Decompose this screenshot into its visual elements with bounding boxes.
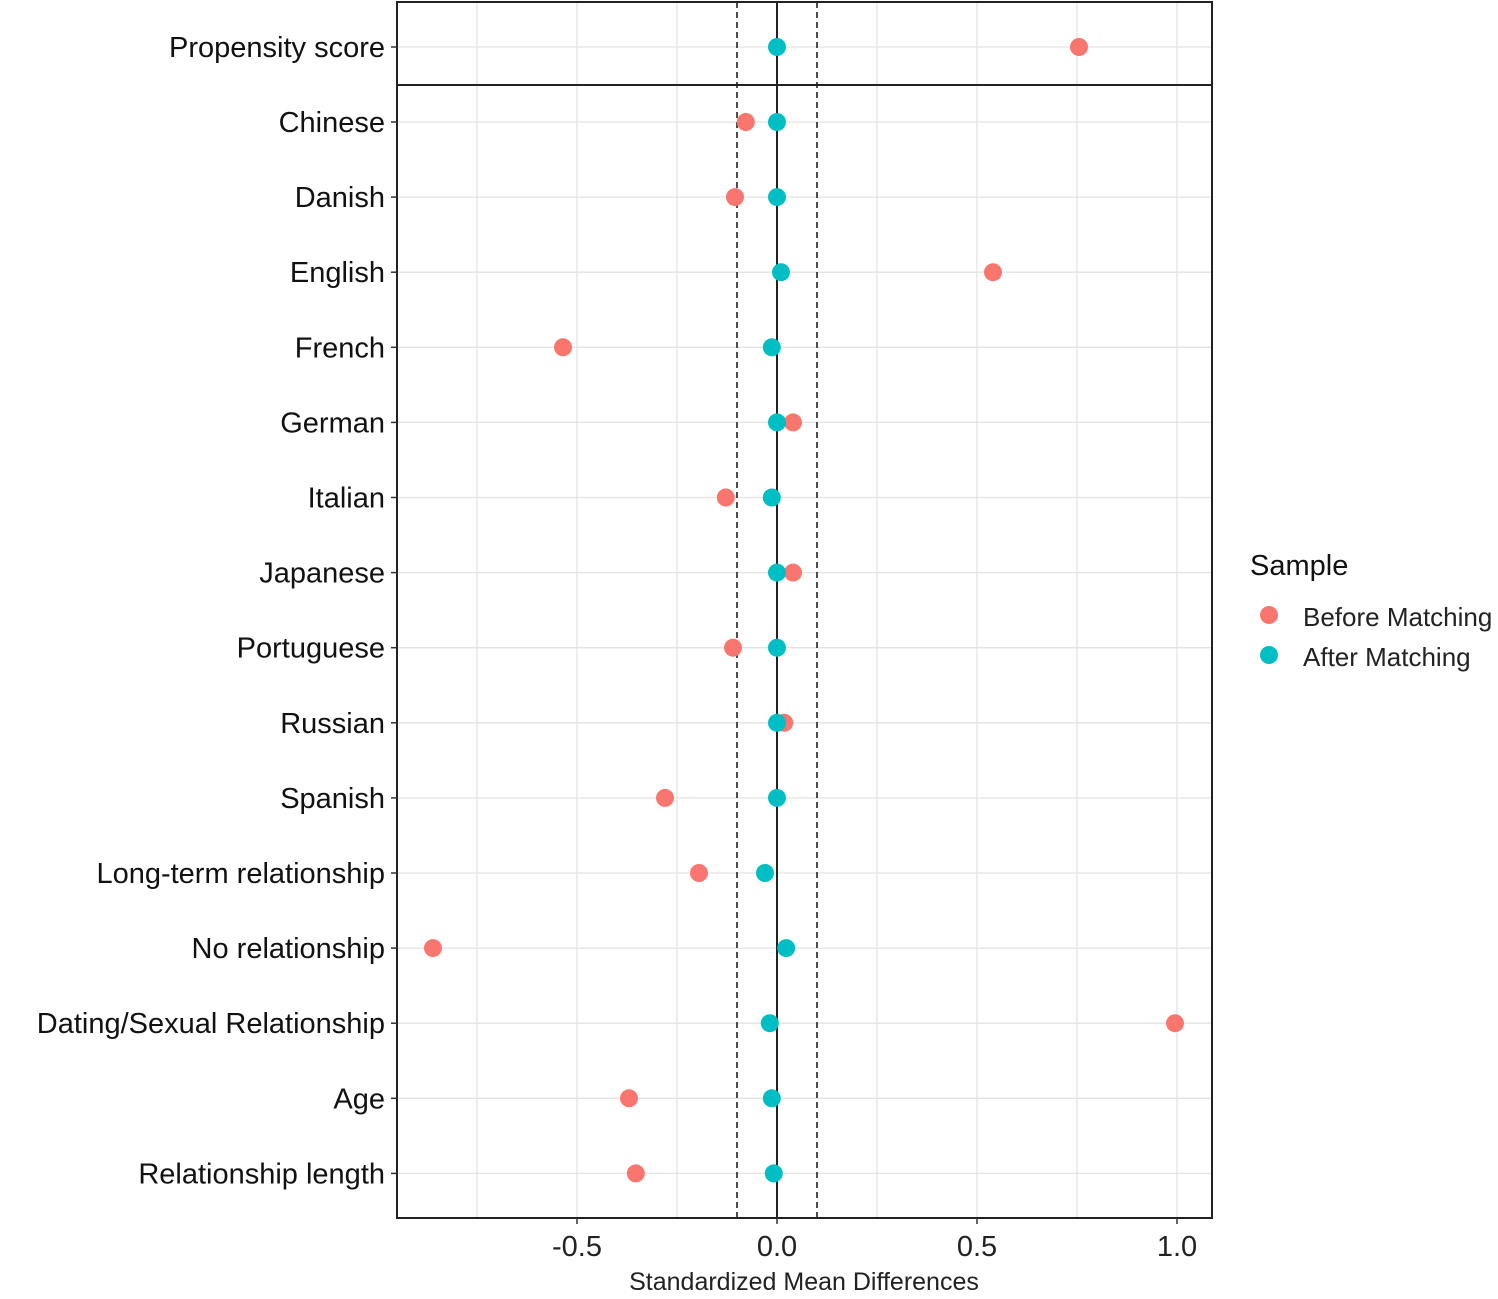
point-before — [784, 413, 802, 432]
point-before — [626, 1164, 645, 1183]
y-tick-label: Relationship length — [138, 1158, 385, 1190]
x-tick-label: 0.0 — [757, 1231, 797, 1263]
point-before — [1070, 38, 1088, 56]
point-before — [724, 638, 742, 657]
panel-frame — [396, 1, 1213, 1219]
point-after — [768, 38, 786, 56]
point-after — [764, 1164, 783, 1183]
y-tick-label: Propensity score — [169, 32, 385, 64]
legend-label-after: After Matching — [1303, 642, 1471, 672]
point-after — [772, 263, 790, 282]
points — [424, 38, 1184, 1183]
legend-key-before — [1260, 606, 1278, 624]
point-before — [656, 788, 674, 807]
y-tick-label: Russian — [280, 708, 385, 740]
y-tick-label: French — [295, 332, 385, 364]
point-after — [762, 488, 781, 507]
point-after — [768, 638, 786, 657]
x-axis-ticks: -0.5 0.0 0.5 1.0 — [552, 1218, 1197, 1263]
point-after — [768, 788, 786, 807]
y-tick-label: Portuguese — [237, 633, 385, 665]
point-after — [768, 563, 786, 582]
y-tick-label: Dating/Sexual Relationship — [37, 1008, 385, 1040]
legend-title: Sample — [1250, 550, 1348, 582]
y-axis-labels: Propensity score Chinese Danish English Fren… — [37, 32, 397, 1190]
reference-lines — [736, 2, 818, 1218]
y-tick-label: Spanish — [280, 783, 385, 815]
point-after — [756, 864, 774, 882]
point-after — [768, 713, 786, 732]
y-tick-label: English — [290, 257, 385, 289]
y-tick-label: German — [280, 407, 385, 439]
point-before — [784, 563, 802, 582]
point-before — [726, 188, 744, 207]
point-after — [760, 1014, 779, 1033]
y-tick-label: Age — [333, 1083, 385, 1115]
main-panel-border — [396, 84, 1213, 1219]
grid — [397, 2, 1212, 1218]
point-before — [984, 263, 1002, 282]
y-tick-label: Long-term relationship — [96, 858, 385, 890]
point-after — [762, 338, 781, 357]
point-before — [554, 338, 572, 357]
y-tick-label: No relationship — [192, 933, 385, 965]
point-before — [1166, 1014, 1184, 1033]
point-before — [620, 1089, 638, 1108]
point-before — [736, 113, 755, 131]
legend-key-after — [1260, 646, 1278, 664]
x-tick-label: 0.5 — [957, 1231, 997, 1263]
point-after — [768, 188, 786, 207]
y-tick-label: Danish — [295, 182, 385, 214]
point-after — [762, 1089, 781, 1108]
x-tick-label: 1.0 — [1157, 1231, 1197, 1263]
y-tick-label: Japanese — [259, 558, 385, 590]
legend: Sample Before Matching After Matching — [1250, 550, 1492, 672]
point-after — [777, 939, 796, 958]
y-tick-label: Italian — [308, 483, 385, 515]
top-panel-border — [396, 1, 1213, 86]
y-tick-label: Chinese — [279, 107, 385, 139]
point-before — [690, 864, 708, 882]
point-after — [768, 113, 786, 131]
point-before — [424, 939, 442, 958]
point-after — [768, 413, 786, 432]
x-axis-title: Standardized Mean Differences — [629, 1268, 979, 1294]
legend-label-before: Before Matching — [1303, 602, 1492, 632]
point-before — [716, 488, 735, 507]
x-tick-label: -0.5 — [552, 1231, 602, 1263]
